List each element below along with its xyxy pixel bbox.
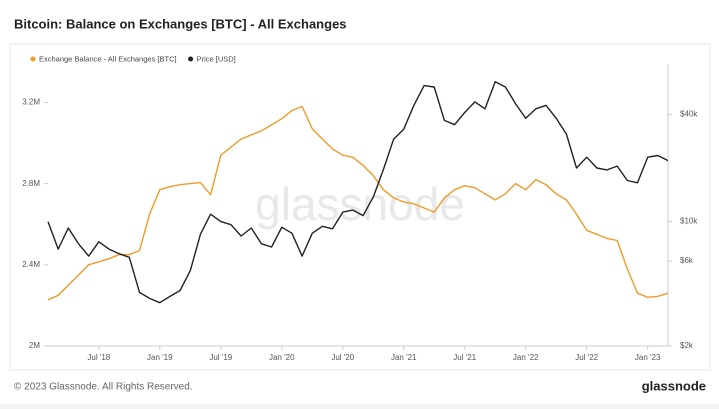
x-tick-label: Jul '19	[209, 353, 232, 362]
chart-title: Bitcoin: Balance on Exchanges [BTC] - Al…	[14, 16, 347, 31]
x-tick-label: Jul '22	[575, 353, 598, 362]
legend-label: Exchange Balance - All Exchanges [BTC]	[39, 54, 177, 63]
plot-card	[9, 43, 711, 371]
y-tick-label: 2M	[29, 341, 40, 350]
series-line	[47, 81, 669, 304]
y2-tick-label: $10k	[680, 217, 698, 226]
y-tick-label: 2.4M	[22, 260, 40, 269]
x-tick-label: Jan '21	[391, 353, 417, 362]
y2-tick-label: $40k	[680, 109, 698, 118]
watermark: glassnode	[255, 178, 465, 230]
legend-marker	[30, 56, 36, 62]
y2-tick-label: $6k	[680, 256, 694, 265]
series-line	[47, 105, 669, 301]
x-tick-label: Jul '18	[87, 353, 110, 362]
x-tick-label: Jul '21	[453, 353, 476, 362]
x-tick-label: Jul '20	[331, 353, 354, 362]
y-tick-label: 3.2M	[22, 98, 40, 107]
x-tick-label: Jan '19	[147, 353, 173, 362]
x-tick-label: Jan '20	[269, 353, 295, 362]
logo: glassnode	[642, 378, 706, 393]
y2-tick-label: $2k	[680, 341, 694, 350]
y-tick-label: 2.8M	[22, 179, 40, 188]
legend-marker	[188, 56, 194, 62]
x-tick-label: Jan '23	[635, 353, 661, 362]
x-tick-label: Jan '22	[513, 353, 539, 362]
footer: © 2023 Glassnode. All Rights Reserved.	[14, 382, 193, 393]
legend-label: Price [USD]	[197, 54, 236, 63]
